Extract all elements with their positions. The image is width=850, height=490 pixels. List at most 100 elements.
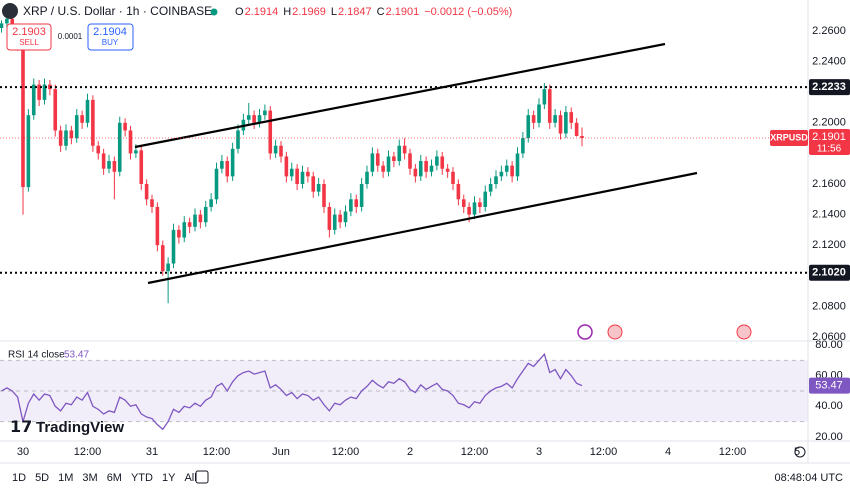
- symbol-logo: [2, 3, 18, 19]
- candle-body: [564, 112, 568, 134]
- level-label: 2.1020: [812, 267, 846, 279]
- candle-body: [257, 115, 262, 123]
- event-icon[interactable]: [607, 324, 623, 340]
- x-tick-label: 30: [17, 446, 29, 458]
- candle-body: [284, 156, 289, 177]
- level-tag: [809, 264, 850, 281]
- candle-body: [408, 153, 412, 169]
- toolbar: 1D 5D 1M 3M 6M YTD 1Y All: [12, 472, 197, 484]
- candle-body: [10, 18, 15, 28]
- candle-body: [461, 199, 466, 207]
- range-button[interactable]: All: [184, 472, 196, 484]
- y-tick-label: 2.0800: [812, 300, 846, 312]
- candle-body: [117, 122, 122, 172]
- candle-body: [397, 145, 402, 162]
- candle-body: [370, 153, 375, 172]
- candle-body: [26, 115, 31, 188]
- candle-body: [488, 183, 493, 192]
- x-tick-label: 12:00: [74, 446, 102, 458]
- sell-price: 2.1903: [12, 26, 46, 38]
- candle-body: [246, 115, 251, 120]
- trend-line: [147, 171, 698, 285]
- candle-body: [451, 171, 455, 184]
- ohlc-value: 2.1914: [245, 6, 279, 18]
- candle-body: [139, 150, 144, 184]
- x-tick-label: 4: [665, 446, 671, 458]
- sell-button[interactable]: [6, 23, 52, 51]
- settings-icon[interactable]: [794, 446, 806, 458]
- countdown: 11:56: [817, 144, 842, 155]
- candle-body: [359, 183, 364, 207]
- buy-button[interactable]: [87, 23, 134, 51]
- event-icon[interactable]: [736, 324, 752, 340]
- candle-body: [37, 84, 41, 100]
- last-price-tag: [809, 128, 850, 155]
- candle-body: [424, 161, 428, 172]
- x-tick-label: 31: [146, 446, 158, 458]
- candle-body: [279, 145, 283, 157]
- candle-body: [112, 161, 117, 172]
- candle-body: [494, 176, 498, 184]
- candle-body: [53, 89, 58, 131]
- candle-body: [144, 183, 149, 200]
- symbol-tag-label: XRPUSD: [770, 132, 808, 142]
- candle-body: [69, 130, 74, 139]
- logo: TradingView: [36, 419, 124, 436]
- candle-body: [101, 153, 106, 169]
- ohlc-letter: O: [235, 6, 244, 18]
- candle-body: [85, 99, 90, 123]
- event-icon[interactable]: [577, 324, 593, 340]
- candle-body: [499, 171, 504, 177]
- date-range-icon[interactable]: [195, 470, 209, 484]
- x-tick-label: 12:00: [203, 446, 231, 458]
- candle-body: [123, 122, 127, 131]
- range-button[interactable]: 1M: [58, 472, 73, 484]
- candle-body: [343, 211, 348, 223]
- range-button[interactable]: 6M: [107, 472, 122, 484]
- last-price-label: 2.1901: [812, 131, 846, 143]
- rsi-tag-label: 53.47: [815, 380, 843, 392]
- candle-body: [553, 115, 557, 123]
- buy-price: 2.1904: [93, 26, 127, 38]
- candle-body: [74, 115, 79, 139]
- rsi-value: 53.47: [64, 350, 89, 361]
- candle-body: [338, 214, 342, 223]
- candle-body: [375, 153, 380, 166]
- candle-body: [230, 148, 235, 177]
- candle-body: [273, 145, 278, 154]
- candle-body: [402, 145, 407, 154]
- candle-body: [413, 168, 418, 177]
- candle-body: [193, 214, 197, 227]
- candle-body: [365, 171, 369, 184]
- candle-body: [445, 168, 450, 172]
- candle-body: [311, 176, 316, 192]
- candle-body: [332, 214, 337, 230]
- sell-label: SELL: [19, 38, 39, 47]
- candle-body: [31, 84, 36, 116]
- candle-body: [580, 135, 584, 138]
- candle-body: [96, 145, 101, 154]
- candle-body: [182, 222, 187, 238]
- range-button[interactable]: YTD: [131, 472, 153, 484]
- range-button[interactable]: 3M: [82, 472, 97, 484]
- range-button[interactable]: 1D: [12, 472, 26, 484]
- candle-body: [381, 165, 385, 172]
- candle-body: [456, 183, 461, 200]
- candle-body: [198, 214, 203, 223]
- candle-body: [209, 199, 213, 207]
- x-tick-label: 2: [407, 446, 413, 458]
- range-button[interactable]: 1Y: [162, 472, 176, 484]
- market-status: [210, 8, 218, 16]
- candle-body: [429, 165, 434, 172]
- trend-line: [134, 42, 666, 149]
- range-button[interactable]: 5D: [35, 472, 49, 484]
- ohlc-letter: H: [283, 6, 291, 18]
- clock: 08:48:04 UTC: [775, 472, 844, 484]
- rsi-tag: [809, 377, 850, 394]
- x-tick-label: 5: [794, 446, 800, 458]
- candle-body: [510, 165, 514, 177]
- candle-body: [472, 202, 477, 215]
- candle-body: [80, 115, 84, 123]
- y-tick-label: 2.2600: [812, 25, 846, 37]
